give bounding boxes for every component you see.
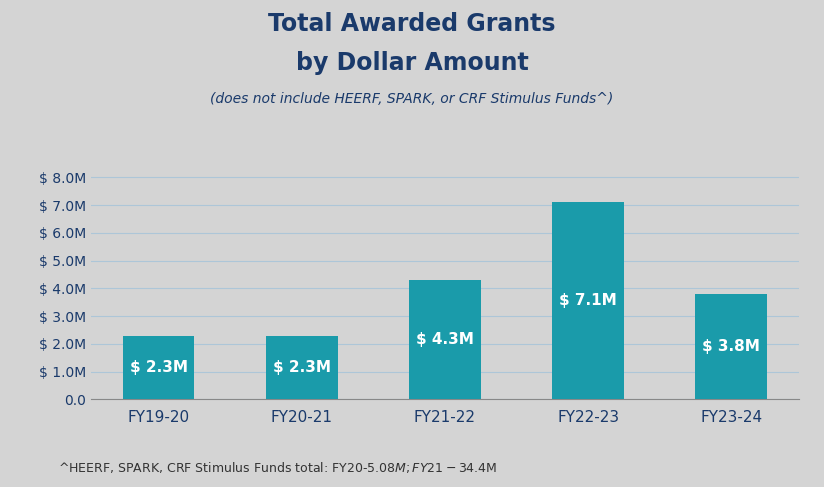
Bar (123, 336, 194, 399)
Text: $ 7.1M: $ 7.1M (559, 293, 617, 308)
Bar (695, 294, 767, 399)
Bar (410, 280, 480, 399)
Text: $ 2.3M: $ 2.3M (273, 360, 330, 375)
Text: $ 4.3M: $ 4.3M (416, 332, 474, 347)
Text: ^HEERF, SPARK, CRF Stimulus Funds total: FY20-$5.08M; FY21-$34.4M: ^HEERF, SPARK, CRF Stimulus Funds total:… (58, 460, 497, 475)
Bar (552, 202, 624, 399)
Text: $ 2.3M: $ 2.3M (129, 360, 188, 375)
Text: (does not include HEERF, SPARK, or CRF Stimulus Funds^): (does not include HEERF, SPARK, or CRF S… (210, 92, 614, 106)
Text: by Dollar Amount: by Dollar Amount (296, 51, 528, 75)
Text: Total Awarded Grants: Total Awarded Grants (269, 12, 555, 36)
Text: $ 3.8M: $ 3.8M (702, 339, 761, 354)
Bar (266, 336, 338, 399)
